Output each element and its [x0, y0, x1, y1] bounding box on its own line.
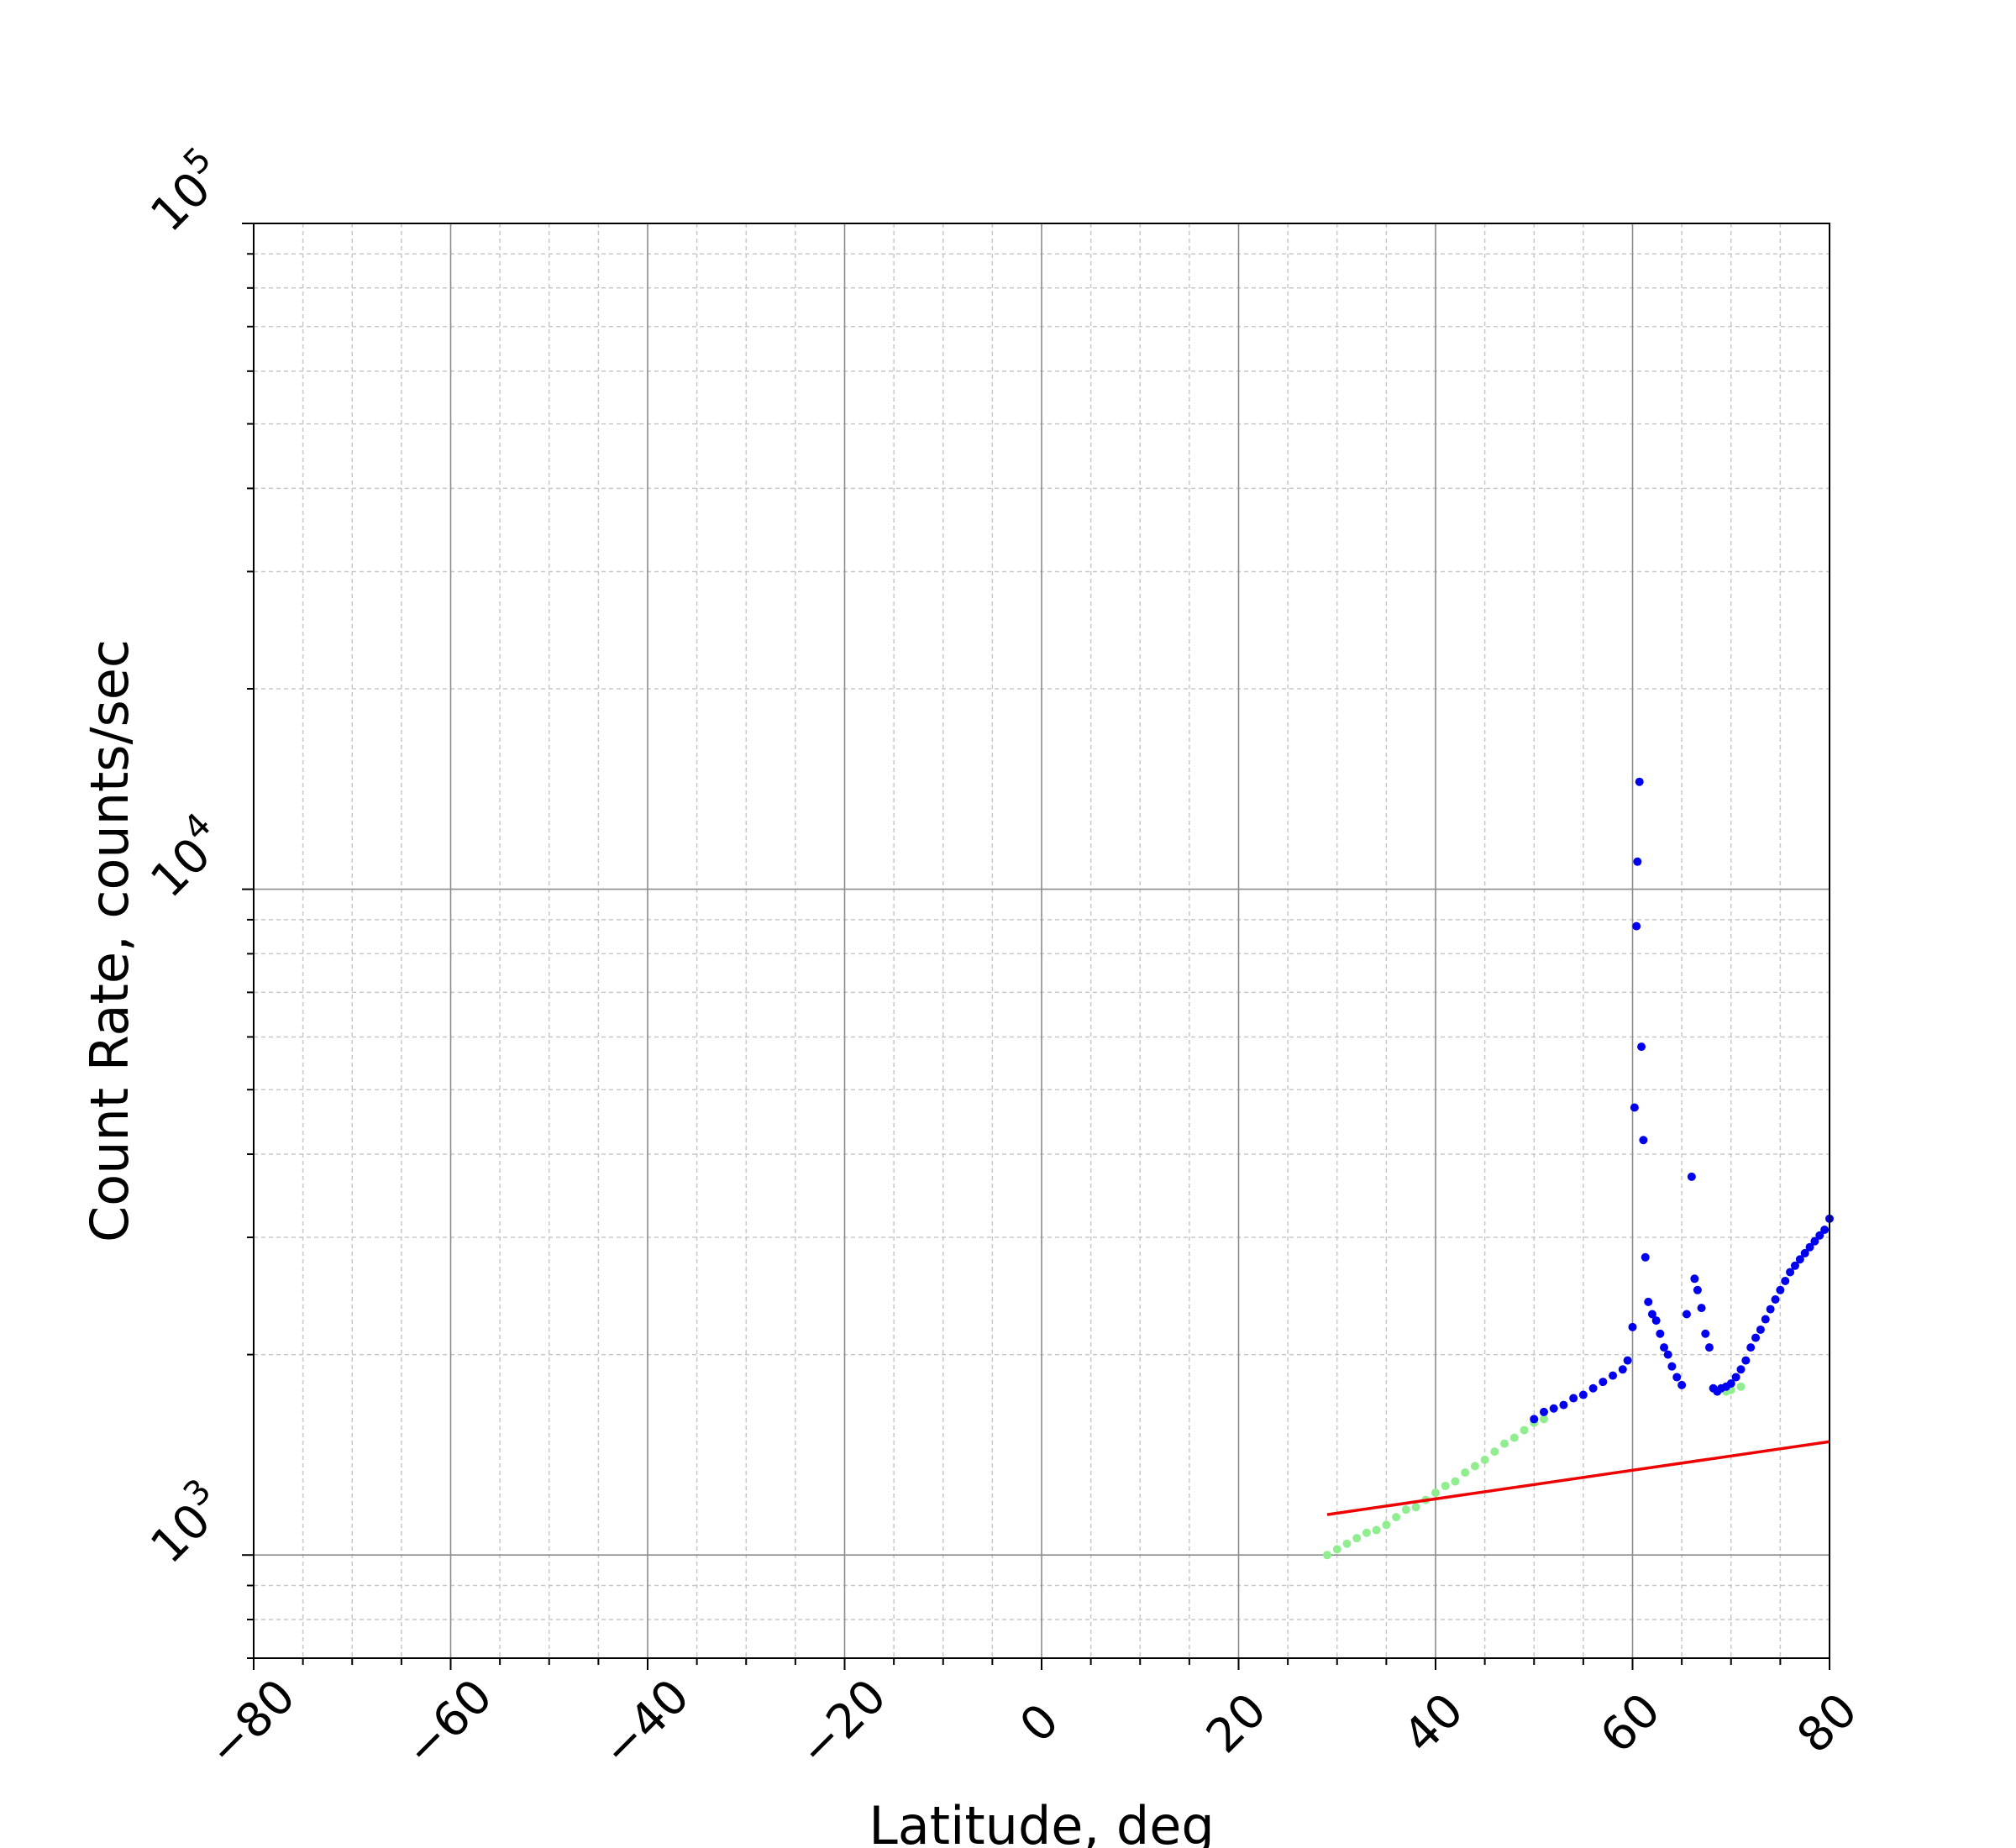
data-point — [1372, 1525, 1381, 1535]
data-point — [1660, 1343, 1669, 1352]
data-point — [1690, 1274, 1699, 1284]
y-axis-label: Count Rate, counts/sec — [79, 639, 140, 1242]
data-point — [1509, 1433, 1519, 1442]
data-series — [1323, 777, 1834, 1560]
data-point — [1731, 1373, 1740, 1382]
data-point — [1756, 1325, 1765, 1334]
data-point — [1639, 1136, 1648, 1145]
data-point — [1362, 1528, 1371, 1537]
data-point — [1490, 1447, 1499, 1457]
data-point — [1751, 1333, 1761, 1342]
data-point — [1687, 1172, 1696, 1181]
data-point — [1672, 1373, 1682, 1382]
data-point — [1805, 1242, 1814, 1252]
data-point — [1549, 1404, 1558, 1413]
data-point — [1480, 1455, 1489, 1464]
data-point — [1461, 1468, 1470, 1478]
data-point — [1500, 1439, 1509, 1448]
data-point — [1667, 1362, 1677, 1371]
data-point — [1800, 1248, 1809, 1257]
data-point — [1323, 1551, 1332, 1560]
data-point — [1736, 1382, 1746, 1391]
data-point — [1746, 1343, 1756, 1352]
data-point — [1332, 1545, 1341, 1554]
data-point — [1810, 1236, 1819, 1246]
data-point — [1641, 1252, 1650, 1262]
data-point — [1697, 1304, 1706, 1313]
series-line — [1326, 1440, 1830, 1516]
data-point — [1559, 1400, 1568, 1410]
data-point — [1786, 1268, 1795, 1277]
data-point — [1352, 1534, 1362, 1543]
x-axis-label: Latitude, deg — [869, 1795, 1214, 1848]
data-point — [1539, 1415, 1548, 1424]
data-point — [1578, 1390, 1588, 1399]
data-point — [1623, 1356, 1632, 1365]
data-point — [1599, 1378, 1608, 1387]
data-point — [1470, 1462, 1479, 1471]
data-point — [1781, 1276, 1790, 1285]
data-point — [1392, 1513, 1401, 1522]
data-point — [1431, 1488, 1440, 1498]
data-point — [1761, 1315, 1770, 1324]
data-point — [1569, 1394, 1578, 1403]
data-point — [1795, 1255, 1804, 1264]
data-point — [1451, 1477, 1460, 1486]
data-point — [1820, 1225, 1830, 1234]
data-point — [1682, 1310, 1691, 1319]
data-point — [1632, 921, 1641, 931]
data-point — [1736, 1365, 1746, 1374]
data-point — [1382, 1520, 1391, 1530]
data-point — [1677, 1380, 1687, 1389]
data-point — [1630, 1103, 1639, 1112]
data-point — [1588, 1383, 1598, 1393]
data-point — [1637, 1042, 1646, 1052]
data-point — [1693, 1285, 1702, 1294]
data-point — [1656, 1329, 1665, 1338]
data-point — [1741, 1356, 1751, 1365]
data-point — [1628, 1322, 1637, 1331]
data-point — [1651, 1316, 1661, 1326]
data-point — [1401, 1505, 1410, 1515]
data-point — [1647, 1310, 1656, 1319]
data-point — [1701, 1329, 1710, 1338]
data-point — [1441, 1481, 1450, 1490]
data-point — [1776, 1285, 1785, 1294]
data-point — [1342, 1539, 1352, 1548]
data-point — [1633, 857, 1642, 866]
data-point — [1663, 1350, 1672, 1359]
data-point — [1635, 777, 1644, 786]
data-point — [1520, 1425, 1529, 1435]
data-point — [1609, 1371, 1618, 1380]
data-point — [1644, 1297, 1653, 1306]
data-point — [1726, 1378, 1735, 1388]
data-point — [1704, 1343, 1714, 1352]
data-point — [1771, 1295, 1780, 1305]
data-point — [1790, 1261, 1799, 1270]
data-point — [1530, 1415, 1539, 1424]
data-point — [1411, 1503, 1420, 1512]
data-point — [1766, 1305, 1775, 1314]
data-point — [1618, 1365, 1627, 1374]
data-point — [1815, 1231, 1824, 1240]
data-point — [1539, 1407, 1548, 1416]
